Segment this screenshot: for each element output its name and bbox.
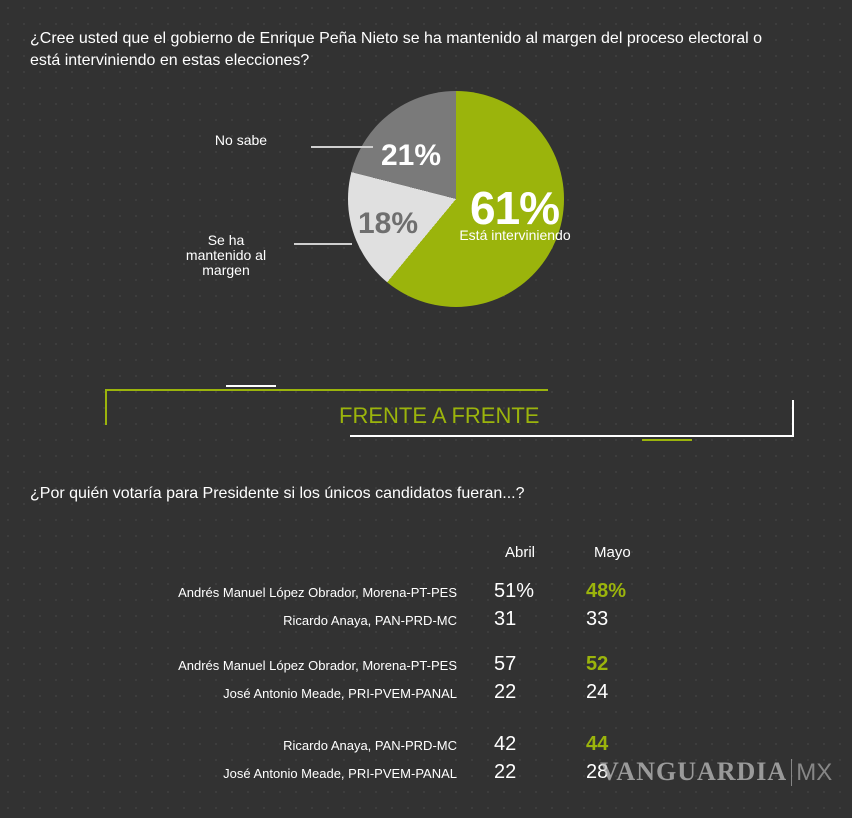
value-mayo: 44: [586, 733, 609, 755]
value-abril: 22: [494, 681, 517, 703]
frame-line-white-bottom: [350, 435, 794, 437]
value-mayo: 28: [586, 761, 609, 783]
slice-value-no-sabe: 21%: [381, 139, 442, 172]
value-abril: 57: [494, 653, 517, 675]
watermark-brand: VANGUARDIA: [600, 757, 788, 786]
leader-line-no-sabe: [311, 146, 373, 148]
frame-line-green-left: [105, 389, 107, 425]
frame-accent-green-bottom: [642, 439, 692, 441]
value-abril: 22: [494, 761, 517, 783]
value-abril: 42: [494, 733, 517, 755]
frame-line-white-right: [792, 400, 794, 436]
side-label-no-sabe: No sabe: [214, 132, 268, 148]
table-row: Ricardo Anaya, PAN-PRD-MC 31 33: [0, 608, 852, 634]
side-label-margen: Se ha mantenido al margen: [185, 232, 267, 278]
frame-accent-white-top: [226, 385, 276, 387]
table-row: José Antonio Meade, PRI-PVEM-PANAL 22 28: [0, 761, 852, 787]
slice-value-interviniendo: 61%: [470, 182, 560, 234]
candidate-name: Ricardo Anaya, PAN-PRD-MC: [283, 738, 457, 753]
table-row: Andrés Manuel López Obrador, Morena-PT-P…: [0, 653, 852, 679]
column-header-mayo: Mayo: [594, 544, 631, 561]
pie-chart: [348, 91, 564, 307]
leader-line-margen: [294, 243, 352, 245]
frame-line-green-top: [105, 389, 548, 391]
pie-question: ¿Cree usted que el gobierno de Enrique P…: [30, 30, 763, 69]
table-row: Andrés Manuel López Obrador, Morena-PT-P…: [0, 580, 852, 606]
value-mayo: 52: [586, 653, 609, 675]
value-abril: 51%: [494, 580, 535, 602]
candidate-name: Ricardo Anaya, PAN-PRD-MC: [283, 613, 457, 628]
table-row: Ricardo Anaya, PAN-PRD-MC 42 44: [0, 733, 852, 759]
candidate-name: José Antonio Meade, PRI-PVEM-PANAL: [223, 766, 457, 781]
watermark-logo: VANGUARDIA MX: [600, 757, 833, 787]
slice-value-margen: 18%: [358, 207, 419, 240]
candidate-name: Andrés Manuel López Obrador, Morena-PT-P…: [178, 658, 457, 673]
slice-label-interviniendo: Está interviniendo: [459, 227, 571, 243]
candidate-name: Andrés Manuel López Obrador, Morena-PT-P…: [178, 585, 457, 600]
pie-disc: [348, 91, 564, 307]
candidate-name: José Antonio Meade, PRI-PVEM-PANAL: [223, 686, 457, 701]
value-mayo: 48%: [586, 580, 627, 602]
table-row: José Antonio Meade, PRI-PVEM-PANAL 22 24: [0, 681, 852, 707]
vote-question: ¿Por quién votaría para Presidente si lo…: [30, 485, 525, 502]
value-mayo: 24: [586, 681, 609, 703]
column-header-abril: Abril: [505, 544, 536, 561]
watermark-suffix: MX: [791, 759, 833, 786]
value-mayo: 33: [586, 608, 609, 630]
section-title: FRENTE A FRENTE: [339, 403, 540, 428]
value-abril: 31: [494, 608, 517, 630]
